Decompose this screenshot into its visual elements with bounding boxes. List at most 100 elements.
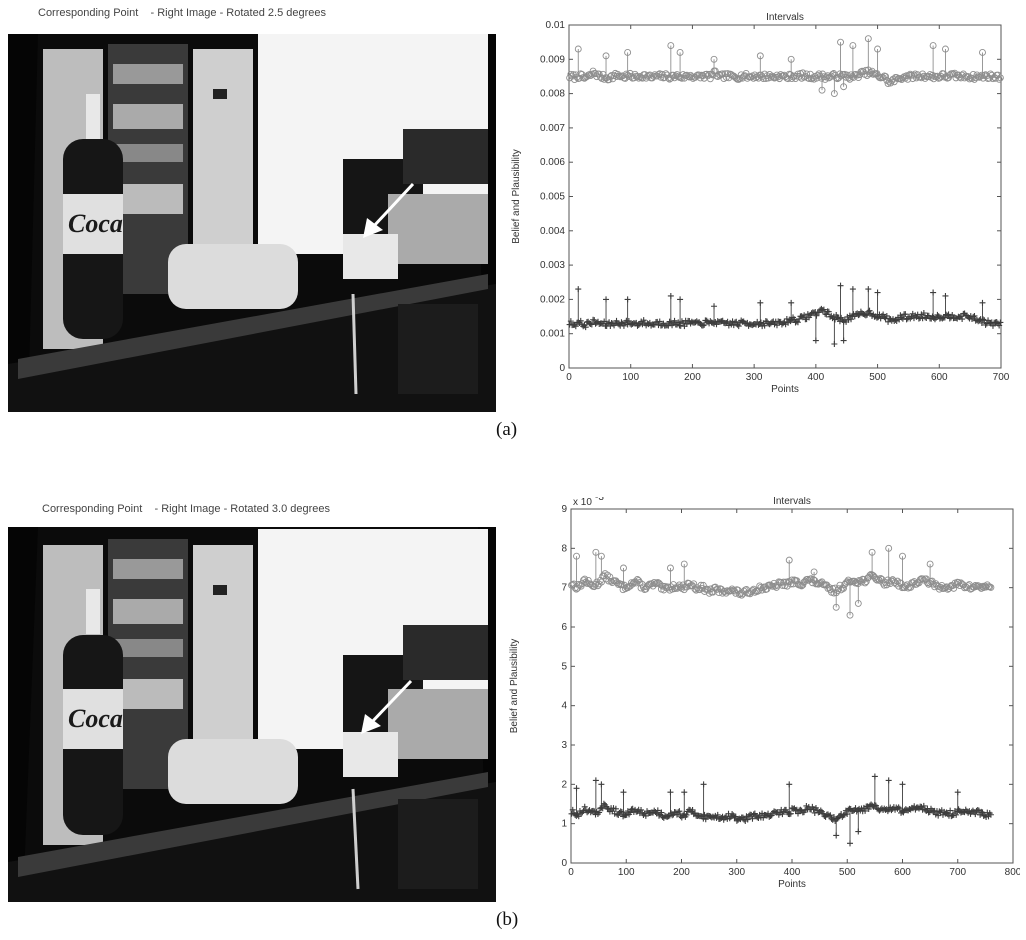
data-point (799, 69, 807, 77)
data-point (794, 319, 801, 326)
data-point (866, 571, 874, 579)
data-point (873, 576, 881, 584)
data-point (874, 289, 881, 296)
data-point (665, 813, 672, 820)
data-point (642, 812, 649, 819)
x-tick-label: 600 (931, 372, 948, 383)
data-point (849, 286, 856, 293)
data-point (866, 307, 873, 314)
data-point (787, 580, 795, 588)
data-point (738, 591, 746, 599)
data-point (673, 584, 681, 592)
x-tick-label: 800 (1005, 867, 1020, 878)
y-tick-label: 0.008 (540, 89, 565, 100)
data-point (834, 314, 841, 321)
data-point (903, 72, 911, 80)
data-point (676, 808, 683, 815)
data-point (942, 45, 949, 53)
y-tick-label: 0 (559, 363, 565, 374)
data-point (575, 286, 582, 293)
data-point (614, 70, 622, 78)
y-tick-label: 0.002 (540, 294, 565, 305)
data-point (676, 48, 684, 56)
data-point (773, 322, 780, 329)
data-point (830, 589, 838, 597)
x-tick-label: 200 (684, 372, 701, 383)
data-point (920, 802, 927, 809)
data-point (934, 311, 941, 318)
data-point (769, 582, 777, 590)
data-point (971, 312, 978, 319)
y-tick-label: 3 (561, 740, 567, 751)
data-point (573, 785, 580, 792)
data-point (581, 803, 588, 810)
data-point (813, 312, 820, 319)
data-point (617, 808, 624, 815)
data-point (826, 812, 833, 819)
data-point (862, 807, 869, 814)
data-point (812, 337, 819, 344)
data-point (959, 316, 966, 323)
data-point (935, 812, 942, 819)
data-point (972, 811, 979, 818)
data-point (603, 296, 610, 303)
data-point (736, 75, 744, 83)
photo-a: Coca (8, 34, 496, 412)
data-point (840, 584, 847, 592)
data-point (729, 810, 736, 817)
data-point (837, 38, 844, 46)
data-point (705, 70, 713, 78)
y-tick-label: 0.003 (540, 260, 565, 271)
data-point (853, 579, 861, 587)
data-point (997, 319, 1004, 326)
data-point (864, 311, 871, 318)
data-point (577, 70, 585, 78)
data-point (656, 812, 663, 819)
data-point (973, 71, 981, 79)
data-point (995, 75, 1003, 83)
data-point (825, 308, 832, 315)
data-point (597, 552, 605, 560)
data-point (953, 811, 960, 818)
x-axis-label: Points (771, 384, 799, 395)
data-point (833, 832, 840, 839)
data-point (635, 577, 643, 584)
data-point (653, 72, 661, 80)
x-tick-label: 300 (728, 867, 745, 878)
data-point (823, 581, 831, 589)
caption-b: (b) (496, 909, 519, 930)
data-point (692, 73, 699, 81)
data-point (620, 322, 627, 329)
data-point (996, 322, 1003, 329)
data-point (979, 299, 986, 306)
data-point (899, 552, 906, 560)
x-tick-label: 500 (869, 372, 886, 383)
x-tick-label: 500 (839, 867, 856, 878)
photo-title-a: Corresponding Point - Right Image - Rota… (38, 7, 326, 19)
data-point (689, 806, 696, 813)
photo-scene-b: Coca (8, 527, 496, 902)
y-tick-label: 2 (561, 779, 567, 790)
data-point (763, 585, 771, 593)
data-point (920, 310, 927, 317)
data-point (735, 323, 742, 330)
data-point (954, 789, 961, 796)
data-point (798, 582, 806, 590)
y-tick-label: 0.007 (540, 123, 565, 134)
data-point (989, 322, 996, 329)
data-point (950, 70, 957, 78)
x-tick-label: 0 (566, 372, 572, 383)
data-point (667, 42, 675, 50)
data-point (987, 583, 995, 591)
photo-logo-b: Coca (68, 704, 123, 733)
data-point (714, 585, 722, 593)
data-point (599, 805, 606, 812)
data-point (787, 55, 795, 63)
data-point (880, 311, 887, 318)
data-point (855, 828, 862, 835)
data-point (801, 312, 808, 319)
data-point (706, 75, 714, 83)
data-point (942, 292, 949, 299)
data-point (638, 806, 645, 813)
data-point (788, 299, 795, 306)
